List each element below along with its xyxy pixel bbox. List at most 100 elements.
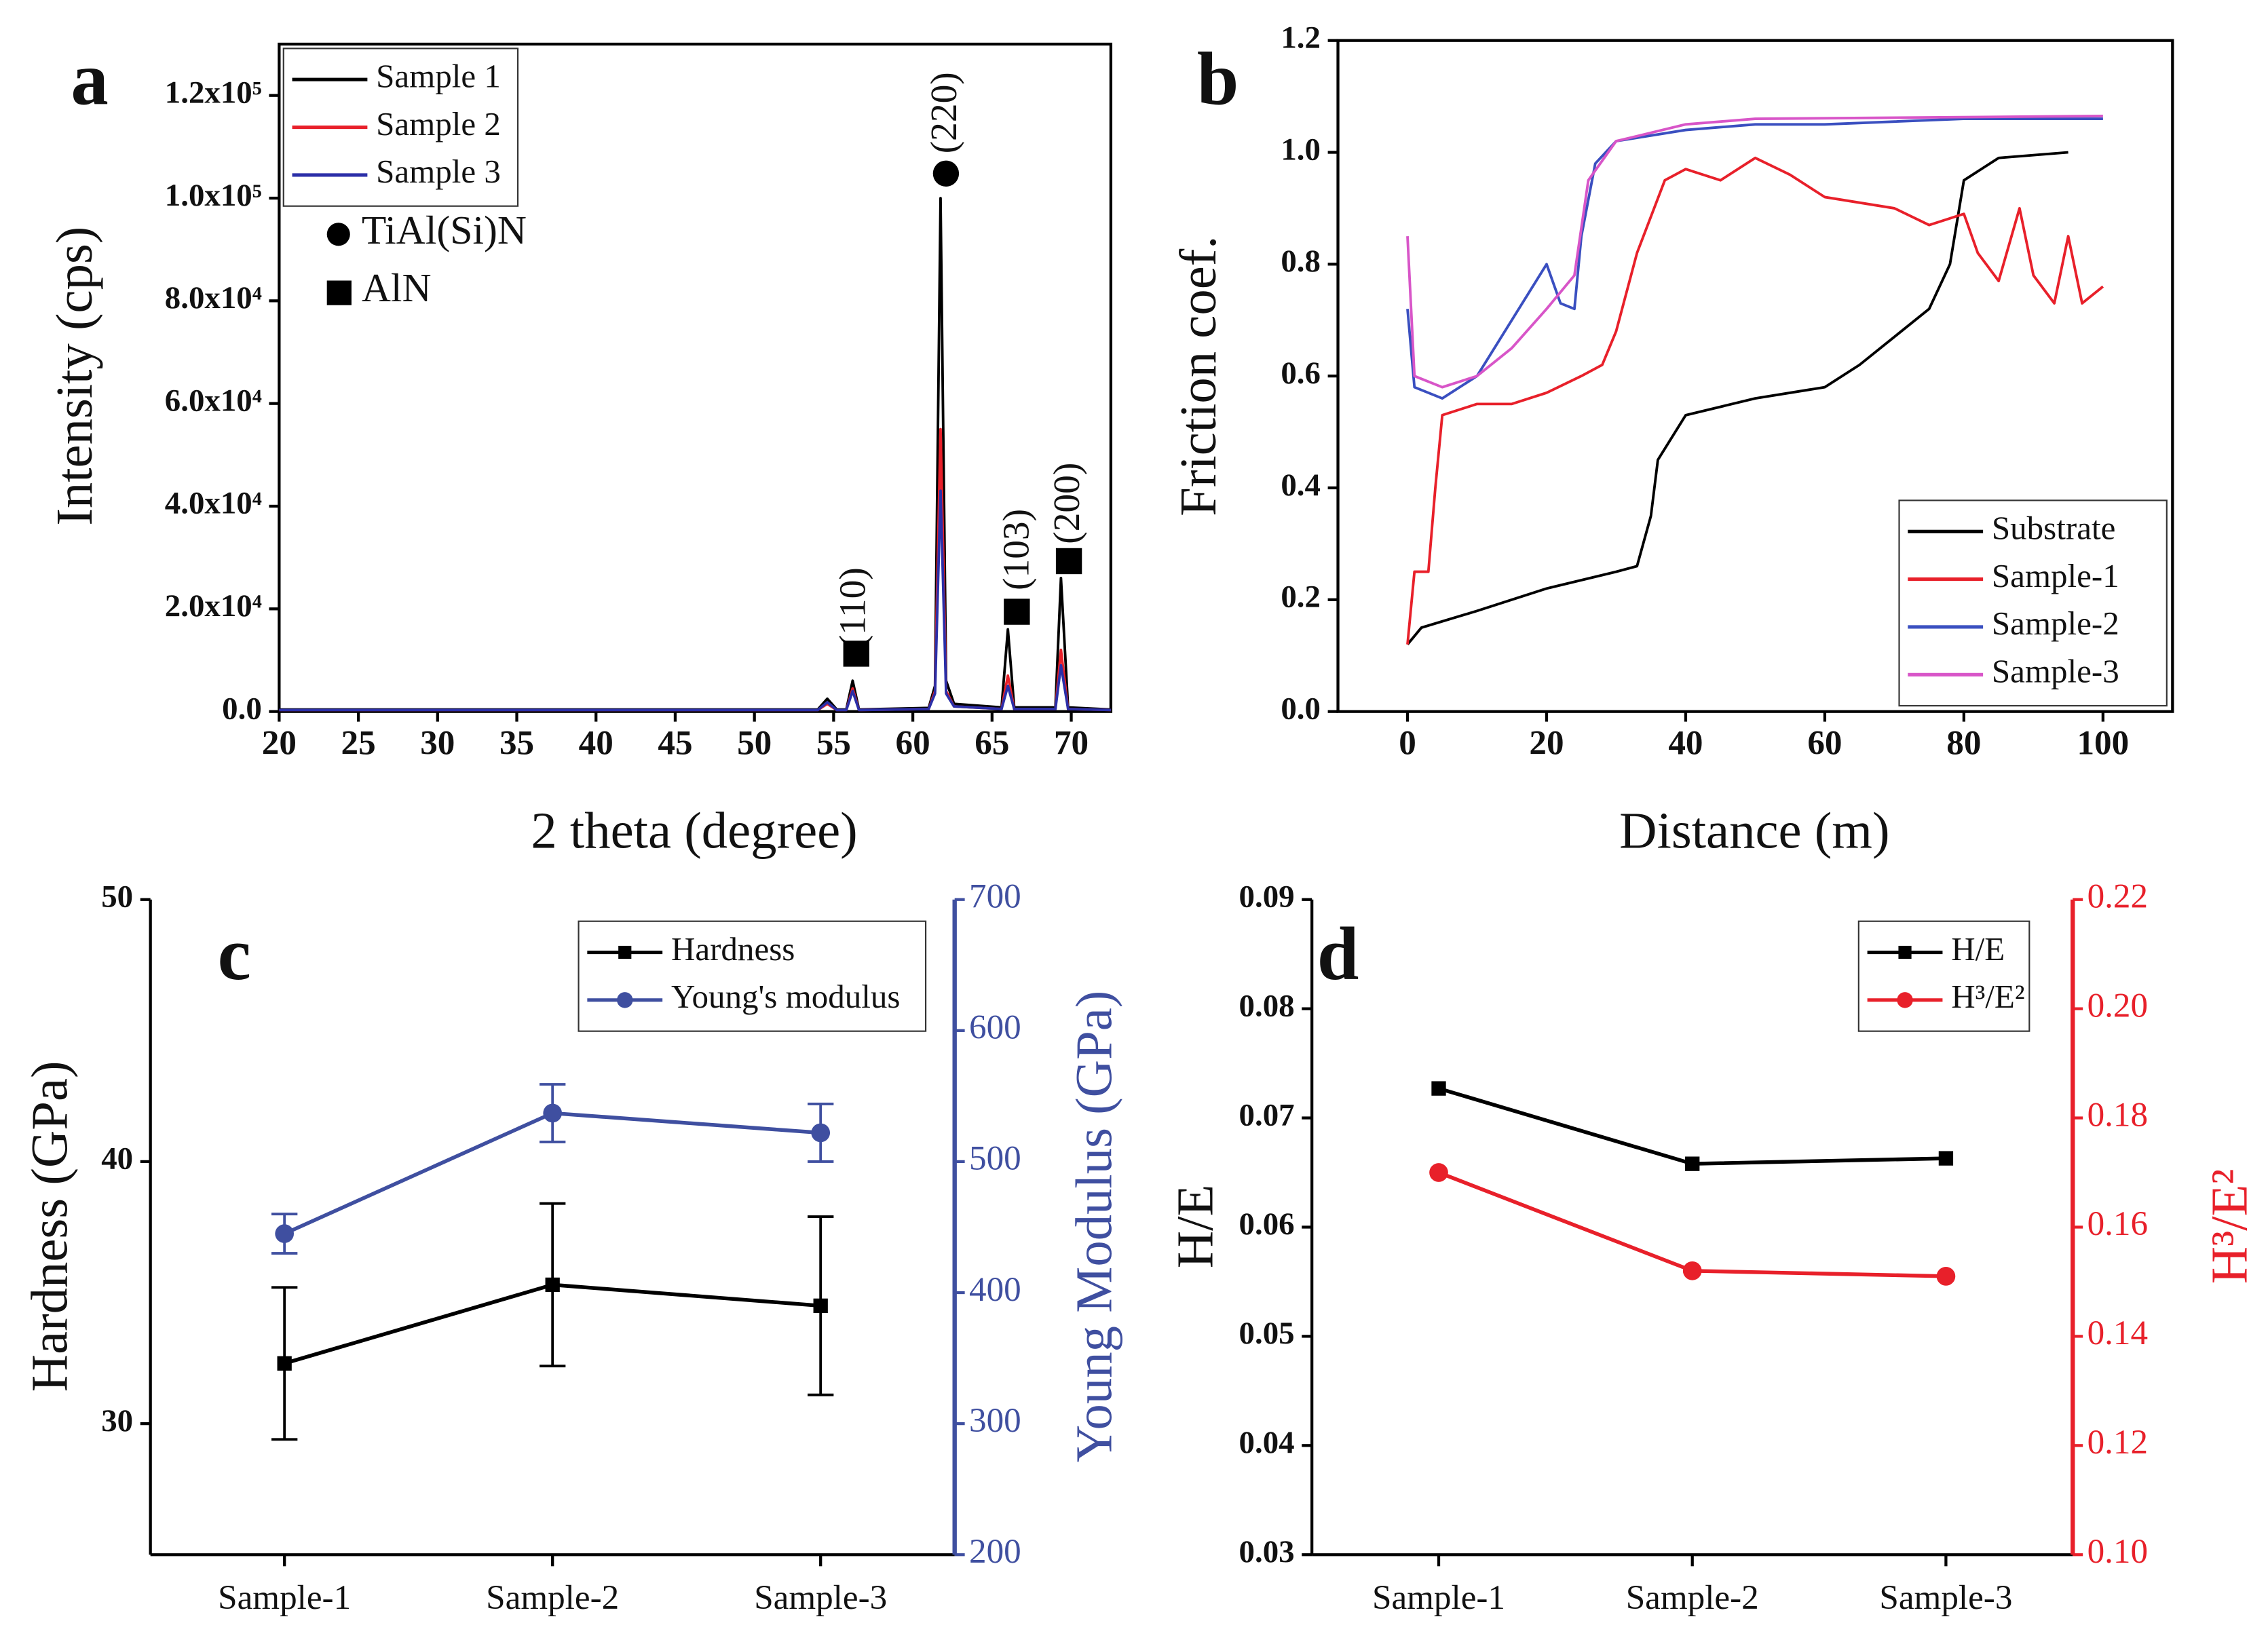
x-tick-label: 35	[499, 724, 534, 763]
y2-axis-label: Young Modulus (GPa)	[1065, 991, 1122, 1463]
y-tick-label: 30	[101, 1403, 133, 1439]
y2-tick-label: 0.14	[2087, 1314, 2148, 1352]
data-point	[811, 1123, 831, 1143]
x-tick-label: 60	[1807, 724, 1842, 763]
x-tick-label: 30	[420, 724, 455, 763]
y-axis-label: Intensity (cps)	[45, 227, 103, 526]
panel-label: b	[1197, 37, 1239, 120]
data-point	[1685, 1156, 1700, 1171]
series-line	[1438, 1086, 1946, 1166]
y2-tick-label: 400	[969, 1270, 1021, 1309]
legend-label: Substrate	[1992, 510, 2115, 547]
x-tick-label: 45	[658, 724, 692, 763]
data-point	[1431, 1081, 1446, 1096]
x-tick-label: 40	[1668, 724, 1703, 763]
x-tick-label: 25	[341, 724, 376, 763]
data-point	[275, 1224, 295, 1243]
legend-label: H/E	[1951, 930, 2005, 968]
y-tick-label: 1.0	[1281, 132, 1321, 167]
legend-label: Sample-1	[1992, 557, 2119, 594]
series-line	[1406, 115, 2103, 389]
x-tick-label: 0	[1399, 724, 1416, 763]
y2-tick-label: 0.10	[2087, 1532, 2148, 1571]
panel-label: c	[218, 912, 251, 995]
peak-marker	[843, 641, 869, 667]
x-tick-label: 20	[262, 724, 297, 763]
x-tick-label: 40	[579, 724, 613, 763]
data-point	[813, 1298, 828, 1313]
y-tick-label: 6.0x10⁴	[165, 383, 262, 418]
data-point	[545, 1277, 560, 1293]
x-tick-label: 55	[816, 724, 851, 763]
y2-tick-label: 0.22	[2087, 877, 2148, 915]
x-tick-label: 50	[737, 724, 772, 763]
y2-tick-label: 0.16	[2087, 1204, 2148, 1243]
y2-tick-label: 500	[969, 1139, 1021, 1178]
panel-label: a	[71, 37, 108, 120]
legend-label: H³/E²	[1951, 978, 2024, 1015]
y-tick-label: 0.08	[1239, 988, 1295, 1023]
y-tick-label: 0.6	[1281, 356, 1321, 391]
peak-label: (200)	[1046, 463, 1087, 544]
x-axis-label: 2 theta (degree)	[531, 802, 857, 860]
series-line	[279, 427, 1111, 712]
y-tick-label: 0.06	[1239, 1206, 1295, 1242]
phase-label: TiAl(Si)N	[362, 208, 527, 252]
x-axis-label: Distance (m)	[1619, 802, 1889, 860]
x-tick-label: Sample-2	[1626, 1578, 1759, 1617]
y-tick-label: 50	[101, 879, 133, 914]
y2-tick-label: 300	[969, 1401, 1021, 1440]
x-tick-label: 65	[975, 724, 1009, 763]
y-tick-label: 0.03	[1239, 1534, 1295, 1569]
legend-marker	[1898, 945, 1912, 959]
peak-marker	[1055, 548, 1082, 575]
phase-label: AlN	[362, 265, 432, 310]
y2-tick-label: 200	[969, 1532, 1021, 1571]
legend-box	[1857, 920, 2030, 1032]
y-tick-label: 8.0x10⁴	[165, 280, 262, 316]
x-tick-label: 80	[1946, 724, 1981, 763]
y-tick-label: 1.2x10⁵	[165, 75, 262, 110]
legend-marker	[1897, 992, 1913, 1008]
data-point	[543, 1103, 563, 1123]
series-line	[1406, 151, 2068, 645]
data-point	[1429, 1163, 1448, 1182]
series-line	[1406, 117, 2103, 400]
phase-marker	[326, 280, 352, 305]
x-tick-label: Sample-1	[1372, 1578, 1505, 1617]
y2-tick-label: 0.18	[2087, 1095, 2148, 1134]
y-tick-label: 40	[101, 1141, 133, 1177]
series-line	[1406, 156, 2104, 645]
phase-marker	[326, 223, 350, 246]
data-point	[1938, 1151, 1954, 1166]
legend-label: Sample 3	[376, 153, 501, 190]
legend-label: Sample 1	[376, 57, 501, 94]
legend-box	[1898, 499, 2168, 707]
y2-tick-label: 0.12	[2087, 1423, 2148, 1462]
plot-frame	[278, 42, 1113, 713]
legend-label: Sample-2	[1992, 605, 2119, 642]
y-tick-label: 4.0x10⁴	[165, 486, 262, 521]
x-tick-label: 100	[2077, 724, 2129, 763]
y-tick-label: 0.09	[1239, 879, 1295, 914]
data-point	[1936, 1267, 1956, 1286]
y2-tick-label: 600	[969, 1008, 1021, 1047]
legend-label: Sample 2	[376, 105, 501, 142]
y-tick-label: 0.4	[1281, 468, 1321, 503]
x-tick-label: Sample-3	[1879, 1578, 2012, 1617]
y-tick-label: 0.07	[1239, 1097, 1295, 1132]
y-tick-label: 0.2	[1281, 579, 1321, 615]
x-tick-label: 60	[896, 724, 930, 763]
y-tick-label: 1.0x10⁵	[165, 178, 262, 213]
x-tick-label: Sample-1	[218, 1578, 351, 1617]
legend-label: Hardness	[671, 930, 795, 968]
peak-marker	[932, 160, 960, 187]
data-point	[277, 1356, 292, 1371]
x-tick-label: Sample-3	[754, 1578, 887, 1617]
y2-tick-label: 700	[969, 877, 1021, 915]
series-line	[279, 489, 1111, 712]
legend-label: Young's modulus	[671, 978, 901, 1015]
legend-marker	[617, 992, 633, 1008]
